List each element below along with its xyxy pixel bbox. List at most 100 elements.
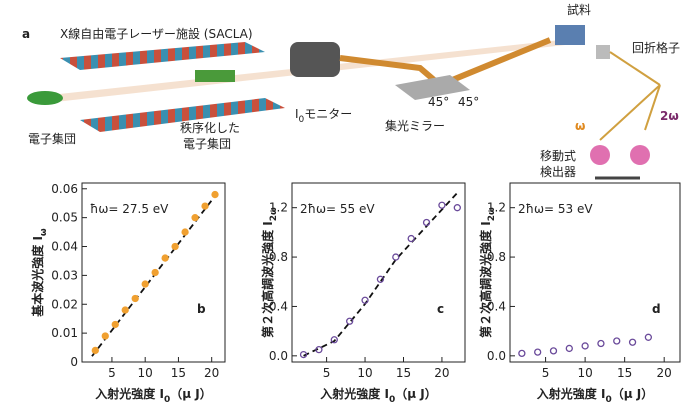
x-label-main: 入射光強度 I: [537, 386, 606, 401]
monitor-sub: 0: [299, 115, 305, 125]
x-tick-label: 15: [617, 366, 632, 380]
data-point: [191, 213, 199, 222]
data-point: [171, 242, 179, 251]
data-point: [565, 344, 573, 353]
y-axis-label: 第２次高調波光強度 I2ω: [260, 207, 279, 338]
y-label-main: 第２次高調波光強度 I: [478, 221, 493, 338]
x-label-unit: （μ J）: [612, 386, 653, 401]
y-tick-label: 0.0: [487, 349, 506, 363]
y-tick-label: 0.8: [487, 250, 506, 264]
annotation: 2ħω= 53 eV: [518, 202, 593, 216]
data-point: [330, 336, 338, 344]
x-tick-label: 20: [204, 366, 219, 380]
y-axis-label: 第２次高調波光強度 I2ω: [478, 207, 497, 338]
monitor-label: I0モニター: [295, 107, 352, 125]
data-point: [518, 349, 526, 358]
grating-label: 回折格子: [632, 40, 680, 55]
data-point: [101, 332, 109, 340]
data-point: [131, 294, 139, 303]
i0-monitor: [290, 42, 340, 77]
annotation: ħω= 27.5 eV: [90, 202, 169, 216]
x-tick-label: 15: [396, 366, 411, 380]
panel-letter: c: [437, 302, 444, 316]
ordered-label: 秩序化した: [180, 120, 240, 135]
undulator-top: [60, 42, 265, 70]
x-tick-label: 15: [171, 366, 186, 380]
sample: [555, 25, 585, 45]
detector-label: 移動式: [540, 149, 576, 163]
y-tick-label: 0.4: [487, 299, 506, 313]
data-point: [644, 333, 653, 341]
x-tick-label: 5: [108, 366, 116, 380]
plot-frame: [291, 182, 466, 363]
data-point: [628, 338, 637, 346]
data-point: [161, 254, 169, 262]
ordered-label: 電子集団: [183, 136, 231, 151]
y-tick-label: 1.2: [269, 201, 288, 215]
data-point: [91, 346, 99, 355]
detector-2omega: [630, 145, 650, 165]
monitor-rest: モニター: [304, 107, 352, 121]
data-point: [534, 348, 542, 356]
y-tick-label: 0.4: [269, 299, 288, 313]
data-point: [376, 275, 385, 283]
sample-label: 試料: [567, 2, 591, 17]
plot-frame: [509, 182, 681, 363]
y-tick-label: 1.2: [487, 201, 506, 215]
omega-label: ω: [575, 119, 585, 133]
y-label-main: 第２次高調波光強度 I: [260, 221, 275, 338]
data-point: [407, 234, 415, 243]
detector-label: 検出器: [540, 165, 576, 179]
y-tick-label: 0.03: [51, 268, 78, 282]
grating-shape: [596, 45, 610, 59]
x-label-unit: （μ J）: [395, 386, 436, 401]
y-label-sub: 2ω: [269, 207, 279, 221]
detector-omega: [590, 145, 610, 165]
data-point: [361, 296, 369, 304]
x-tick-label: 5: [323, 366, 331, 380]
data-point: [111, 320, 119, 329]
x-tick-label: 5: [542, 366, 550, 380]
y-tick-label: 0.04: [51, 240, 78, 254]
bunch-label: 電子集団: [28, 131, 76, 146]
y-tick-label: 0.0: [269, 349, 288, 363]
output-beams: [599, 51, 661, 141]
y-tick-label: 0.01: [51, 326, 78, 340]
y-tick-label: 0: [70, 355, 78, 369]
electron-bunch: [27, 91, 63, 105]
x-label-unit: （μ J）: [170, 386, 211, 401]
angle-label: 45°: [428, 95, 449, 109]
y-axis-label: 基本波光強度 Iω: [30, 228, 49, 318]
ordered-bunch: [195, 70, 235, 82]
annotation: 2ħω= 55 eV: [300, 202, 375, 216]
data-point: [597, 339, 605, 348]
x-axis-label: 入射光強度 I0（μ J）: [95, 386, 211, 405]
x-label-sub: 0: [605, 395, 611, 405]
x-tick-label: 10: [357, 366, 372, 380]
x-label-main: 入射光強度 I: [320, 386, 389, 401]
data-point: [346, 317, 354, 325]
panel-letter: a: [22, 27, 30, 41]
fit-line: [303, 192, 458, 357]
x-tick-label: 10: [138, 366, 153, 380]
data-point: [181, 228, 189, 236]
data-point: [299, 350, 308, 359]
facility-label: X線自由電子レーザー施設 (SACLA): [60, 26, 253, 41]
two-omega-label: 2ω: [660, 109, 679, 123]
panel-letter: d: [652, 302, 661, 316]
data-point: [581, 342, 589, 350]
x-axis-label: 入射光強度 I0（μ J）: [320, 386, 436, 405]
x-axis-label: 入射光強度 I0（μ J）: [537, 386, 653, 405]
y-tick-label: 0.02: [51, 297, 78, 311]
data-point: [121, 306, 129, 314]
data-point: [392, 253, 400, 261]
data-point: [211, 190, 219, 199]
data-point: [315, 346, 323, 354]
data-point: [201, 202, 209, 210]
mirror: [395, 75, 470, 100]
y-tick-label: 0.8: [269, 250, 288, 264]
data-point: [438, 201, 446, 209]
undulator-bottom: [80, 98, 285, 132]
data-point: [151, 268, 159, 277]
